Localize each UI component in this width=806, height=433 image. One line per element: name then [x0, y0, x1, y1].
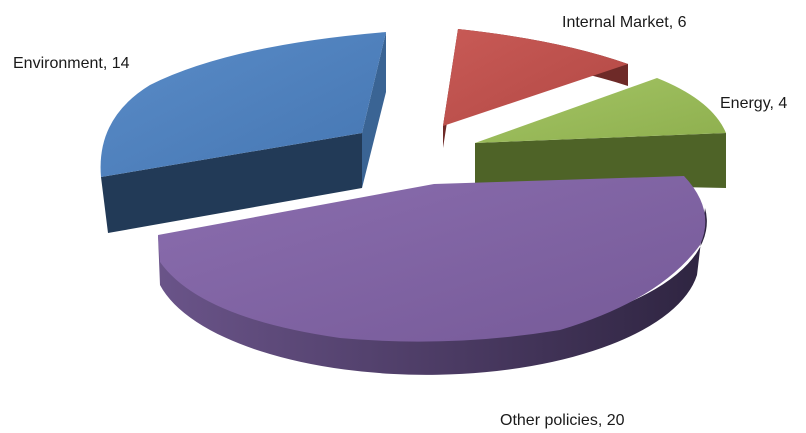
slice-energy	[475, 78, 726, 188]
slice-environment-right	[362, 32, 386, 188]
slice-environment	[100, 32, 387, 233]
label-energy: Energy, 4	[720, 95, 787, 112]
label-environment: Environment, 14	[13, 55, 130, 72]
slice-other-policies	[158, 176, 707, 375]
label-other-policies: Other policies, 20	[500, 412, 625, 429]
slice-environment-top	[100, 32, 387, 177]
label-internal-market: Internal Market, 6	[562, 14, 687, 31]
slice-internal-market-top	[443, 29, 628, 126]
slice-other-policies-top	[158, 176, 706, 342]
slice-environment-side	[101, 133, 362, 233]
slice-other-policies-side	[158, 208, 707, 375]
slice-energy-side	[475, 133, 726, 188]
slice-internal-market	[443, 29, 628, 148]
slice-energy-top	[475, 78, 726, 143]
